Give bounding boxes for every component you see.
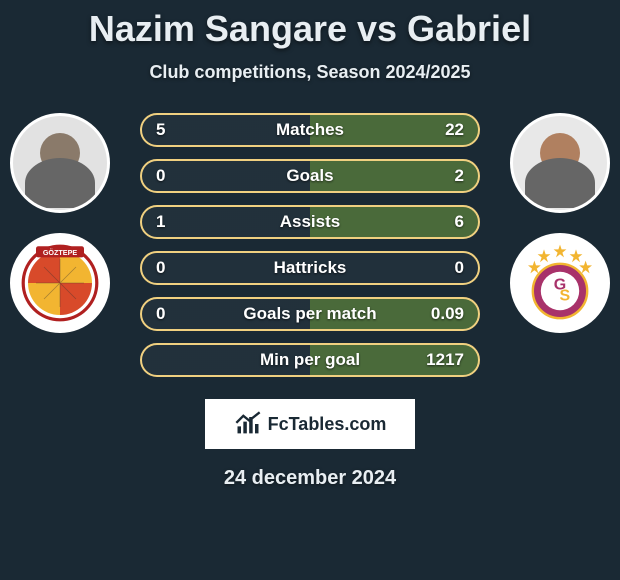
chart-icon (234, 410, 262, 438)
stat-label: Min per goal (142, 350, 478, 370)
stat-row: 5Matches22 (140, 113, 480, 147)
club2-icon: G S (520, 243, 600, 323)
fctables-text: FcTables.com (268, 414, 387, 435)
svg-text:GÖZTEPE: GÖZTEPE (43, 248, 78, 257)
player2-avatar (510, 113, 610, 213)
stat-row: 0Hattricks0 (140, 251, 480, 285)
page-title: Nazim Sangare vs Gabriel (0, 0, 620, 50)
right-column: G S (510, 113, 610, 333)
player2-club-badge: G S (510, 233, 610, 333)
stat-label: Goals per match (142, 304, 478, 324)
stat-row: 0Goals2 (140, 159, 480, 193)
club1-icon: GÖZTEPE (20, 243, 100, 323)
svg-text:S: S (559, 288, 570, 305)
stat-row: Min per goal1217 (140, 343, 480, 377)
date-text: 24 december 2024 (0, 467, 620, 490)
stat-row: 0Goals per match0.09 (140, 297, 480, 331)
fctables-watermark: FcTables.com (205, 399, 415, 449)
stat-label: Matches (142, 120, 478, 140)
stat-row: 1Assists6 (140, 205, 480, 239)
stat-label: Assists (142, 212, 478, 232)
left-column: GÖZTEPE (10, 113, 110, 333)
player1-club-badge: GÖZTEPE (10, 233, 110, 333)
subtitle: Club competitions, Season 2024/2025 (0, 62, 620, 83)
stat-label: Hattricks (142, 258, 478, 278)
stat-label: Goals (142, 166, 478, 186)
player1-avatar (10, 113, 110, 213)
comparison-content: GÖZTEPE G S 5Matches220Goal (0, 113, 620, 377)
stats-list: 5Matches22 0Goals2 1Assists6 0Hattricks0 0Go… (140, 113, 480, 377)
